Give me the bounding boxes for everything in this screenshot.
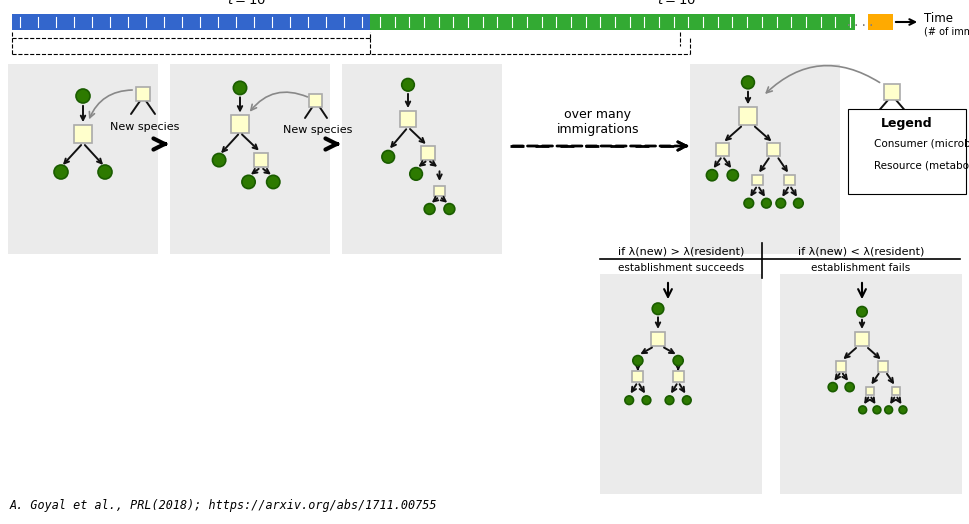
Bar — [600, 274, 762, 494]
Text: New species: New species — [110, 122, 179, 132]
Text: $t = 10^2$: $t = 10^2$ — [657, 0, 702, 8]
Circle shape — [98, 165, 111, 179]
Circle shape — [828, 383, 836, 391]
Bar — [752, 175, 762, 185]
Circle shape — [76, 89, 90, 103]
Bar — [672, 371, 683, 382]
Circle shape — [632, 356, 642, 366]
Circle shape — [775, 199, 785, 208]
Circle shape — [241, 176, 255, 189]
Bar — [399, 111, 416, 127]
Bar — [369, 14, 854, 30]
Circle shape — [727, 170, 737, 181]
Text: if λ(new) < λ(resident): if λ(new) < λ(resident) — [797, 246, 923, 256]
Circle shape — [682, 396, 690, 405]
Bar — [766, 143, 779, 156]
Circle shape — [741, 76, 754, 89]
Circle shape — [858, 406, 865, 414]
Bar — [689, 64, 839, 254]
Circle shape — [665, 396, 673, 405]
Text: establishment succeeds: establishment succeeds — [617, 263, 743, 273]
Circle shape — [844, 383, 854, 391]
Bar — [650, 332, 665, 346]
Bar — [232, 115, 248, 133]
Text: ....: .... — [844, 16, 874, 28]
Circle shape — [793, 199, 802, 208]
Bar — [715, 143, 728, 156]
Bar — [835, 361, 846, 372]
Circle shape — [884, 406, 891, 414]
Text: $t = 10^1$: $t = 10^1$ — [227, 0, 272, 8]
Bar — [309, 93, 322, 106]
Circle shape — [444, 204, 454, 214]
Circle shape — [266, 176, 280, 189]
Bar — [784, 175, 794, 185]
Bar — [74, 125, 92, 143]
Circle shape — [423, 204, 434, 214]
Bar — [738, 107, 756, 125]
Text: Resource (metabolite): Resource (metabolite) — [873, 161, 969, 171]
Circle shape — [743, 199, 753, 208]
Bar — [877, 361, 887, 372]
Circle shape — [641, 396, 650, 405]
Bar — [136, 87, 150, 101]
Text: New species: New species — [283, 125, 353, 135]
Text: Consumer (microbe): Consumer (microbe) — [873, 139, 969, 149]
Bar — [891, 387, 899, 395]
Bar — [632, 371, 642, 382]
Bar — [254, 153, 267, 167]
Bar — [12, 14, 369, 30]
Text: Time: Time — [923, 12, 952, 25]
Text: over many
immigrations: over many immigrations — [556, 108, 639, 136]
Circle shape — [854, 159, 868, 173]
Bar — [847, 109, 965, 194]
Text: New species: New species — [857, 129, 925, 139]
Bar — [883, 84, 899, 100]
Circle shape — [872, 406, 880, 414]
Circle shape — [382, 150, 394, 163]
Circle shape — [761, 199, 770, 208]
Circle shape — [651, 303, 663, 314]
Circle shape — [705, 170, 717, 181]
Circle shape — [672, 356, 682, 366]
Circle shape — [212, 154, 226, 167]
Bar — [8, 64, 158, 254]
Bar — [170, 64, 329, 254]
Bar — [854, 137, 868, 151]
Circle shape — [898, 406, 906, 414]
Circle shape — [856, 307, 866, 317]
Circle shape — [409, 168, 422, 180]
Circle shape — [401, 79, 414, 91]
Circle shape — [900, 114, 914, 128]
Bar — [854, 332, 868, 346]
Bar — [779, 274, 961, 494]
Bar — [864, 387, 873, 395]
Bar — [867, 14, 892, 30]
Text: Legend: Legend — [880, 117, 932, 130]
Circle shape — [54, 165, 68, 179]
Text: if λ(new) > λ(resident): if λ(new) > λ(resident) — [617, 246, 743, 256]
Bar — [434, 185, 445, 196]
Circle shape — [868, 114, 882, 128]
Text: establishment fails: establishment fails — [810, 263, 910, 273]
Text: A. Goyal et al., PRL(2018); https://arxiv.org/abs/1711.00755: A. Goyal et al., PRL(2018); https://arxi… — [10, 499, 437, 512]
Bar — [342, 64, 502, 254]
Text: (# of immigration attempts): (# of immigration attempts) — [923, 27, 969, 37]
Circle shape — [624, 396, 633, 405]
Bar — [421, 146, 434, 160]
Circle shape — [234, 81, 246, 94]
